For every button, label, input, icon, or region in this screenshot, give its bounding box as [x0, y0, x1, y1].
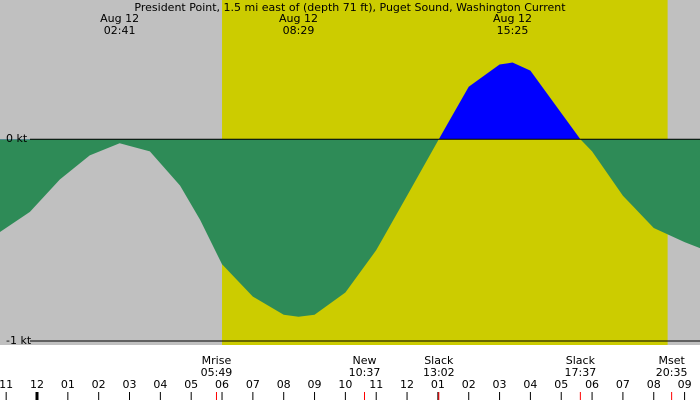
x-tick-label: 05	[184, 378, 198, 391]
event-time: 05:49	[201, 366, 233, 379]
event-time: 17:37	[565, 366, 597, 379]
x-tick-label: 02	[462, 378, 476, 391]
event-time: 13:02	[423, 366, 455, 379]
event-date: Aug 12	[100, 12, 139, 25]
x-tick-label: 10	[338, 378, 352, 391]
x-tick-label: 06	[585, 378, 599, 391]
x-tick-label: 09	[308, 378, 322, 391]
x-tick-label: 07	[616, 378, 630, 391]
x-tick-label: 01	[61, 378, 75, 391]
x-tick-label: 01	[431, 378, 445, 391]
chart-title: President Point, 1.5 mi east of (depth 7…	[134, 1, 566, 14]
event-name: Mset	[658, 354, 685, 367]
event-time: 08:29	[283, 24, 315, 37]
y-tick-label: -1 kt	[6, 334, 32, 347]
event-time: 20:35	[656, 366, 688, 379]
x-tick-label: 03	[493, 378, 507, 391]
event-name: Slack	[424, 354, 454, 367]
x-tick-label: 11	[369, 378, 383, 391]
x-tick-label: 06	[215, 378, 229, 391]
event-date: Aug 12	[279, 12, 318, 25]
event-name: Slack	[566, 354, 596, 367]
event-name: Mrise	[202, 354, 232, 367]
event-time: 10:37	[349, 366, 381, 379]
event-time: 15:25	[497, 24, 529, 37]
flood-area	[0, 139, 700, 317]
x-tick-label: 08	[277, 378, 291, 391]
x-tick-label: 09	[678, 378, 692, 391]
x-tick-label: 12	[30, 378, 44, 391]
x-tick-label: 12	[400, 378, 414, 391]
x-tick-label: 02	[92, 378, 106, 391]
ebb-area	[438, 62, 581, 140]
x-tick-label: 07	[246, 378, 260, 391]
event-date: Aug 12	[493, 12, 532, 25]
event-name: New	[352, 354, 376, 367]
y-tick-label: 0 kt	[6, 132, 28, 145]
x-tick-label: 08	[647, 378, 661, 391]
event-time: 02:41	[104, 24, 136, 37]
x-tick-label: 03	[123, 378, 137, 391]
x-tick-label: 04	[523, 378, 537, 391]
x-tick-label: 05	[554, 378, 568, 391]
x-tick-label: 11	[0, 378, 13, 391]
x-tick-label: 04	[153, 378, 167, 391]
